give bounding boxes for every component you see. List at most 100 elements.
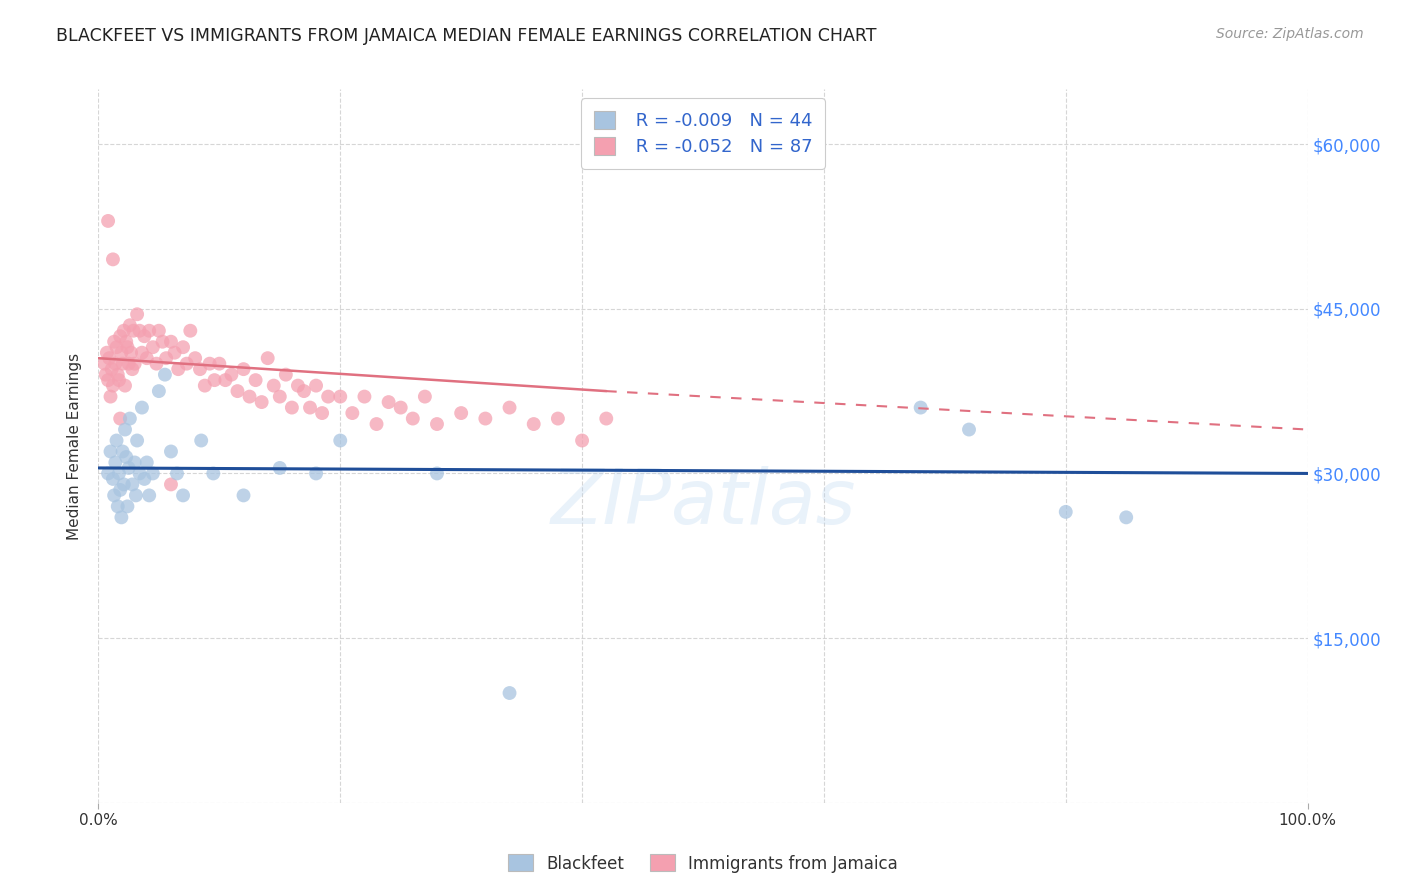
- Immigrants from Jamaica: [103, 334, 125, 349]
- Immigrants from Jamaica: [389, 401, 412, 415]
- Immigrants from Jamaica: [176, 357, 198, 371]
- Text: ZIPatlas: ZIPatlas: [550, 467, 856, 540]
- Immigrants from Jamaica: [148, 324, 170, 338]
- Immigrants from Jamaica: [131, 345, 153, 359]
- Blackfeet: [125, 488, 148, 502]
- Immigrants from Jamaica: [299, 401, 322, 415]
- Blackfeet: [153, 368, 176, 382]
- Immigrants from Jamaica: [160, 334, 183, 349]
- Immigrants from Jamaica: [93, 357, 115, 371]
- Blackfeet: [202, 467, 225, 481]
- Blackfeet: [108, 483, 131, 497]
- Immigrants from Jamaica: [155, 351, 177, 366]
- Immigrants from Jamaica: [118, 318, 141, 333]
- Immigrants from Jamaica: [239, 390, 262, 404]
- Blackfeet: [190, 434, 212, 448]
- Blackfeet: [97, 467, 120, 481]
- Immigrants from Jamaica: [112, 324, 135, 338]
- Immigrants from Jamaica: [105, 340, 128, 354]
- Immigrants from Jamaica: [426, 417, 449, 431]
- Immigrants from Jamaica: [127, 307, 149, 321]
- Blackfeet: [426, 467, 449, 481]
- Immigrants from Jamaica: [120, 345, 142, 359]
- Blackfeet: [269, 461, 291, 475]
- Blackfeet: [121, 477, 143, 491]
- Blackfeet: [111, 444, 134, 458]
- Immigrants from Jamaica: [163, 345, 186, 359]
- Blackfeet: [131, 401, 153, 415]
- Immigrants from Jamaica: [188, 362, 211, 376]
- Immigrants from Jamaica: [152, 334, 174, 349]
- Immigrants from Jamaica: [256, 351, 278, 366]
- Text: BLACKFEET VS IMMIGRANTS FROM JAMAICA MEDIAN FEMALE EARNINGS CORRELATION CHART: BLACKFEET VS IMMIGRANTS FROM JAMAICA MED…: [56, 27, 877, 45]
- Immigrants from Jamaica: [179, 324, 201, 338]
- Immigrants from Jamaica: [571, 434, 593, 448]
- Blackfeet: [112, 477, 135, 491]
- Blackfeet: [134, 472, 156, 486]
- Immigrants from Jamaica: [353, 390, 375, 404]
- Blackfeet: [498, 686, 520, 700]
- Immigrants from Jamaica: [145, 357, 167, 371]
- Blackfeet: [103, 488, 125, 502]
- Immigrants from Jamaica: [450, 406, 472, 420]
- Immigrants from Jamaica: [101, 252, 124, 267]
- Immigrants from Jamaica: [198, 357, 221, 371]
- Text: Source: ZipAtlas.com: Source: ZipAtlas.com: [1216, 27, 1364, 41]
- Blackfeet: [128, 467, 150, 481]
- Blackfeet: [138, 488, 160, 502]
- Immigrants from Jamaica: [101, 378, 124, 392]
- Immigrants from Jamaica: [110, 345, 132, 359]
- Blackfeet: [135, 455, 157, 469]
- Immigrants from Jamaica: [96, 345, 118, 359]
- Immigrants from Jamaica: [114, 378, 136, 392]
- Immigrants from Jamaica: [121, 362, 143, 376]
- Immigrants from Jamaica: [204, 373, 226, 387]
- Immigrants from Jamaica: [100, 362, 122, 376]
- Immigrants from Jamaica: [117, 340, 139, 354]
- Immigrants from Jamaica: [172, 340, 194, 354]
- Immigrants from Jamaica: [160, 477, 183, 491]
- Immigrants from Jamaica: [305, 378, 328, 392]
- Immigrants from Jamaica: [281, 401, 304, 415]
- Immigrants from Jamaica: [167, 362, 190, 376]
- Immigrants from Jamaica: [97, 214, 120, 228]
- Immigrants from Jamaica: [122, 324, 145, 338]
- Immigrants from Jamaica: [100, 390, 122, 404]
- Blackfeet: [110, 510, 132, 524]
- Blackfeet: [142, 467, 165, 481]
- Immigrants from Jamaica: [523, 417, 546, 431]
- Blackfeet: [107, 500, 129, 514]
- Blackfeet: [148, 384, 170, 398]
- Blackfeet: [1115, 510, 1137, 524]
- Immigrants from Jamaica: [135, 351, 157, 366]
- Immigrants from Jamaica: [250, 395, 273, 409]
- Immigrants from Jamaica: [595, 411, 617, 425]
- Blackfeet: [160, 444, 183, 458]
- Immigrants from Jamaica: [214, 373, 236, 387]
- Immigrants from Jamaica: [287, 378, 309, 392]
- Immigrants from Jamaica: [108, 329, 131, 343]
- Immigrants from Jamaica: [107, 368, 129, 382]
- Immigrants from Jamaica: [402, 411, 425, 425]
- Immigrants from Jamaica: [342, 406, 364, 420]
- Immigrants from Jamaica: [134, 329, 156, 343]
- Y-axis label: Median Female Earnings: Median Female Earnings: [67, 352, 83, 540]
- Immigrants from Jamaica: [377, 395, 399, 409]
- Immigrants from Jamaica: [108, 373, 131, 387]
- Immigrants from Jamaica: [269, 390, 291, 404]
- Blackfeet: [910, 401, 932, 415]
- Immigrants from Jamaica: [366, 417, 388, 431]
- Blackfeet: [124, 455, 146, 469]
- Blackfeet: [105, 434, 128, 448]
- Blackfeet: [118, 411, 141, 425]
- Immigrants from Jamaica: [194, 378, 217, 392]
- Blackfeet: [329, 434, 352, 448]
- Blackfeet: [127, 434, 149, 448]
- Immigrants from Jamaica: [118, 357, 141, 371]
- Immigrants from Jamaica: [245, 373, 267, 387]
- Blackfeet: [100, 444, 122, 458]
- Blackfeet: [172, 488, 194, 502]
- Immigrants from Jamaica: [98, 351, 121, 366]
- Legend:  R = -0.009   N = 44,  R = -0.052   N = 87: R = -0.009 N = 44, R = -0.052 N = 87: [581, 98, 825, 169]
- Immigrants from Jamaica: [474, 411, 496, 425]
